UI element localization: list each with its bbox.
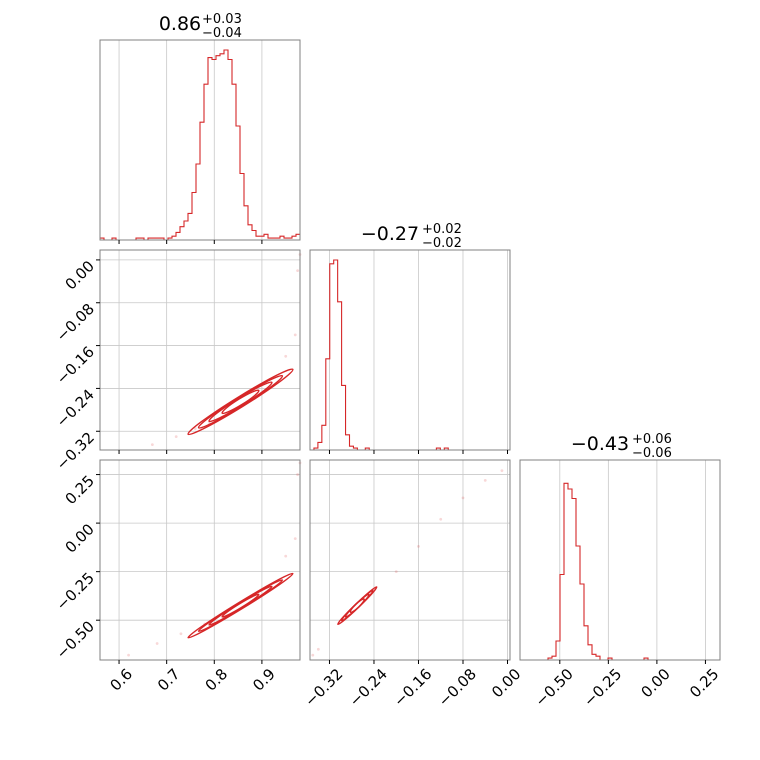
sample-point-0-5: [293, 333, 297, 337]
ytick-label-2-3: 0.25: [62, 472, 98, 508]
sample-point-1-4: [284, 554, 288, 558]
ytick-label-2-1: −0.25: [53, 569, 98, 614]
panel-2-0-frame: [99, 459, 301, 661]
contour-0-1: [208, 381, 273, 423]
histogram-0: [100, 49, 300, 241]
xtick-label-2-3: 0.25: [686, 665, 722, 701]
param-title-minus-0: −0.04: [202, 26, 242, 41]
xtick-label-2-1: −0.25: [580, 665, 625, 710]
param-title-plus-1: +0.02: [422, 222, 462, 237]
ytick-label-2-2: 0.00: [62, 520, 98, 556]
xtick-label-2-0: −0.50: [532, 665, 577, 710]
contour-1-3: [187, 572, 294, 639]
panel-2-2-frame: [519, 459, 721, 661]
xtick-label-1-3: −0.08: [435, 665, 480, 710]
contour-1-1: [208, 585, 273, 626]
param-title-plus-0: +0.03: [202, 12, 242, 27]
ytick-label-1-3: −0.08: [53, 300, 98, 345]
sample-point-2-2: [394, 570, 398, 574]
sample-point-1-1: [155, 642, 159, 645]
param-title-minus-2: −0.06: [632, 446, 672, 461]
sample-point-0-4: [284, 354, 288, 358]
sample-point-2-4: [439, 517, 443, 521]
sample-point-2-0: [311, 653, 315, 657]
panel-0-0-frame: [99, 39, 301, 241]
param-title-2: −0.43: [571, 433, 629, 455]
histogram-1: [310, 259, 508, 451]
ytick-label-1-2: −0.16: [53, 343, 98, 388]
contour-2-3: [337, 586, 378, 626]
sample-point-1-5: [293, 537, 297, 541]
sample-point-2-5: [461, 496, 465, 500]
ytick-label-1-0: −0.32: [53, 428, 98, 473]
histogram-2: [520, 482, 720, 661]
ytick-label-2-0: −0.50: [53, 617, 98, 662]
xtick-label-0-1: 0.7: [154, 665, 184, 695]
sample-point-2-7: [500, 469, 504, 473]
sample-point-0-6: [296, 269, 300, 273]
xtick-label-2-2: 0.00: [638, 665, 674, 701]
sample-point-0-3: [208, 421, 211, 425]
panel-1-0-frame: [99, 249, 301, 451]
param-title-minus-1: −0.02: [422, 236, 462, 251]
xtick-label-1-0: −0.32: [301, 665, 346, 710]
panel-2-1-frame: [309, 459, 511, 661]
param-title-0: 0.86: [159, 13, 201, 35]
sample-point-2-3: [417, 545, 420, 548]
ytick-label-1-1: −0.24: [53, 386, 98, 431]
param-title-plus-2: +0.06: [632, 432, 672, 447]
xtick-label-0-3: 0.9: [249, 665, 279, 695]
sample-point-1-3: [203, 622, 207, 626]
contour-0-0: [221, 389, 260, 415]
sample-point-0-0: [150, 443, 154, 447]
sample-point-2-1: [316, 647, 320, 651]
panel-1-1-frame: [309, 249, 511, 451]
sample-point-1-2: [179, 632, 183, 636]
sample-point-1-6: [296, 473, 300, 476]
contour-1-0: [221, 593, 260, 618]
sample-point-0-2: [193, 427, 197, 430]
contour-2-0: [349, 598, 365, 614]
param-title-1: −0.27: [361, 223, 419, 245]
sample-point-0-1: [174, 435, 178, 439]
xtick-label-0-0: 0.6: [106, 665, 136, 695]
xtick-label-1-1: −0.24: [346, 665, 391, 710]
xtick-label-0-2: 0.8: [202, 665, 232, 695]
contour-2-1: [344, 593, 370, 618]
sample-point-2-6: [483, 478, 487, 482]
xtick-label-1-2: −0.16: [390, 665, 435, 710]
xtick-label-1-4: 0.00: [488, 665, 524, 701]
sample-point-1-0: [127, 653, 130, 657]
contour-0-3: [187, 368, 294, 436]
ytick-label-1-4: 0.00: [62, 257, 98, 293]
